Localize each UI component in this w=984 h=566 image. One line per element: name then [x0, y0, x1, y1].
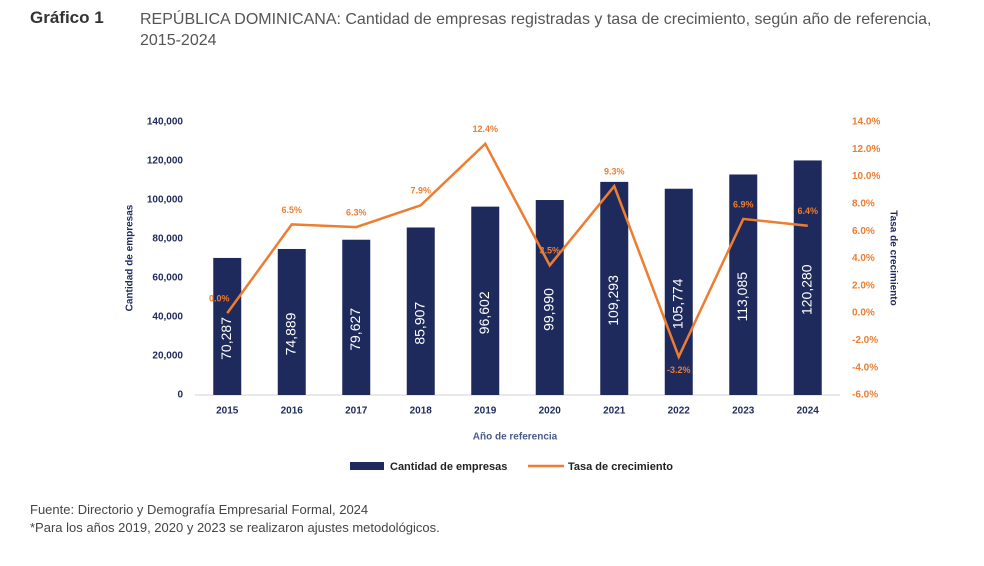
y2ticks-label: 0.0%	[852, 308, 875, 319]
bar	[600, 181, 629, 395]
bar-value-label: 99,990	[540, 288, 556, 331]
line-value-label: 9.3%	[604, 167, 625, 177]
x-tick-label: 2017	[345, 406, 368, 417]
bar	[277, 248, 306, 395]
yticks-label: 20,000	[152, 351, 183, 362]
bar-value-label: 85,907	[411, 302, 427, 345]
y2ticks-label: 10.0%	[852, 171, 880, 182]
line-value-label: 3.5%	[539, 246, 560, 256]
bar-value-label: 120,280	[798, 264, 814, 315]
x-tick-label: 2018	[410, 406, 433, 417]
line-value-label: 6.5%	[281, 205, 302, 215]
yticks-label: 100,000	[147, 195, 184, 206]
yticks-label: 140,000	[147, 117, 184, 128]
bar-value-label: 70,287	[218, 317, 234, 360]
line-value-label: -3.2%	[667, 365, 691, 375]
bar-value-label: 96,602	[476, 291, 492, 334]
line-value-label: 7.9%	[410, 186, 431, 196]
bar-value-label: 105,774	[669, 278, 685, 329]
x-axis-label: Año de referencia	[473, 432, 558, 443]
y2ticks-label: 14.0%	[852, 117, 880, 128]
bar	[406, 227, 435, 395]
bar	[664, 188, 693, 395]
y2ticks-label: 8.0%	[852, 199, 875, 210]
x-tick-label: 2023	[732, 406, 755, 417]
legend-swatch	[350, 462, 384, 470]
yticks-label: 40,000	[152, 312, 183, 323]
bar	[729, 174, 758, 395]
bar	[535, 200, 564, 395]
bar-value-label: 113,085	[734, 272, 750, 322]
figure-label: Gráfico 1	[30, 8, 104, 27]
line-value-label: 0.0%	[209, 293, 230, 303]
line-value-label: 6.4%	[797, 206, 818, 216]
y2ticks-label: 4.0%	[852, 253, 875, 264]
line-value-label: 12.4%	[472, 124, 498, 134]
x-tick-label: 2024	[797, 406, 820, 417]
line-value-label: 6.9%	[733, 199, 754, 209]
source: Fuente: Directorio y Demografía Empresar…	[30, 502, 369, 517]
legend-label: Cantidad de empresas	[390, 461, 507, 473]
y2ticks-label: -6.0%	[852, 390, 878, 401]
y2ticks-label: 2.0%	[852, 280, 875, 291]
y2ticks-label: -4.0%	[852, 362, 878, 373]
bar	[793, 160, 822, 395]
x-tick-label: 2016	[281, 406, 304, 417]
x-tick-label: 2015	[216, 406, 239, 417]
x-tick-label: 2019	[474, 406, 497, 417]
y2ticks-label: 12.0%	[852, 144, 880, 155]
y2-axis-label: Tasa de crecimiento	[887, 210, 898, 305]
chart-title: REPÚBLICA DOMINICANA: Cantidad de empres…	[140, 11, 932, 49]
bar	[213, 257, 242, 395]
y-axis-label: Cantidad de empresas	[125, 204, 136, 311]
yticks-label: 80,000	[152, 234, 183, 245]
bar-value-label: 74,889	[282, 312, 298, 355]
yticks-label: 120,000	[147, 156, 184, 167]
chart: Año de referencia Cantidad de empresas T…	[125, 117, 899, 473]
x-tick-label: 2020	[539, 406, 562, 417]
y2ticks-label: 6.0%	[852, 226, 875, 237]
x-tick-label: 2022	[668, 406, 691, 417]
bar	[471, 206, 500, 395]
bar-value-label: 79,627	[347, 308, 363, 351]
line-value-label: 6.3%	[346, 207, 367, 217]
legend-label: Tasa de crecimiento	[568, 461, 673, 473]
note: *Para los años 2019, 2020 y 2023 se real…	[30, 520, 440, 535]
line	[226, 141, 808, 360]
x-tick-label: 2021	[603, 406, 626, 417]
bar	[342, 239, 371, 395]
bar-value-label: 109,293	[605, 275, 621, 326]
y2ticks-label: -2.0%	[852, 335, 878, 346]
yticks-label: 60,000	[152, 273, 183, 284]
yticks-label: 0	[177, 390, 183, 401]
